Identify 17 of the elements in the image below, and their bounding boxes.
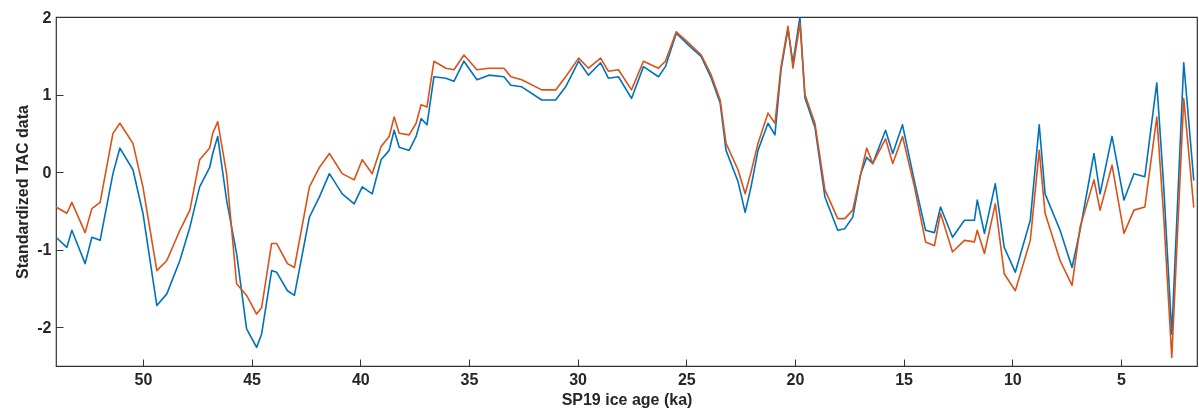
y-tick-label: -2 [37,318,52,336]
y-tick-label: 2 [42,8,52,26]
y-tick-label: 0 [42,163,52,181]
x-tick-label: 20 [786,370,805,388]
x-tick-label: 35 [460,370,479,388]
x-tick-label: 50 [134,370,153,388]
x-tick-label: 10 [1003,370,1022,388]
y-tick-label: -1 [37,241,52,259]
x-tick-label: 25 [677,370,696,388]
x-tick-label: 5 [1116,370,1126,388]
x-tick-label: 15 [895,370,914,388]
y-axis-title: Standardized TAC data [14,104,32,279]
y-tick-label: 1 [42,86,52,104]
x-tick-label: 30 [569,370,588,388]
x-tick-label: 45 [243,370,262,388]
x-tick-label: 40 [351,370,370,388]
x-axis-title: SP19 ice age (ka) [561,390,693,408]
